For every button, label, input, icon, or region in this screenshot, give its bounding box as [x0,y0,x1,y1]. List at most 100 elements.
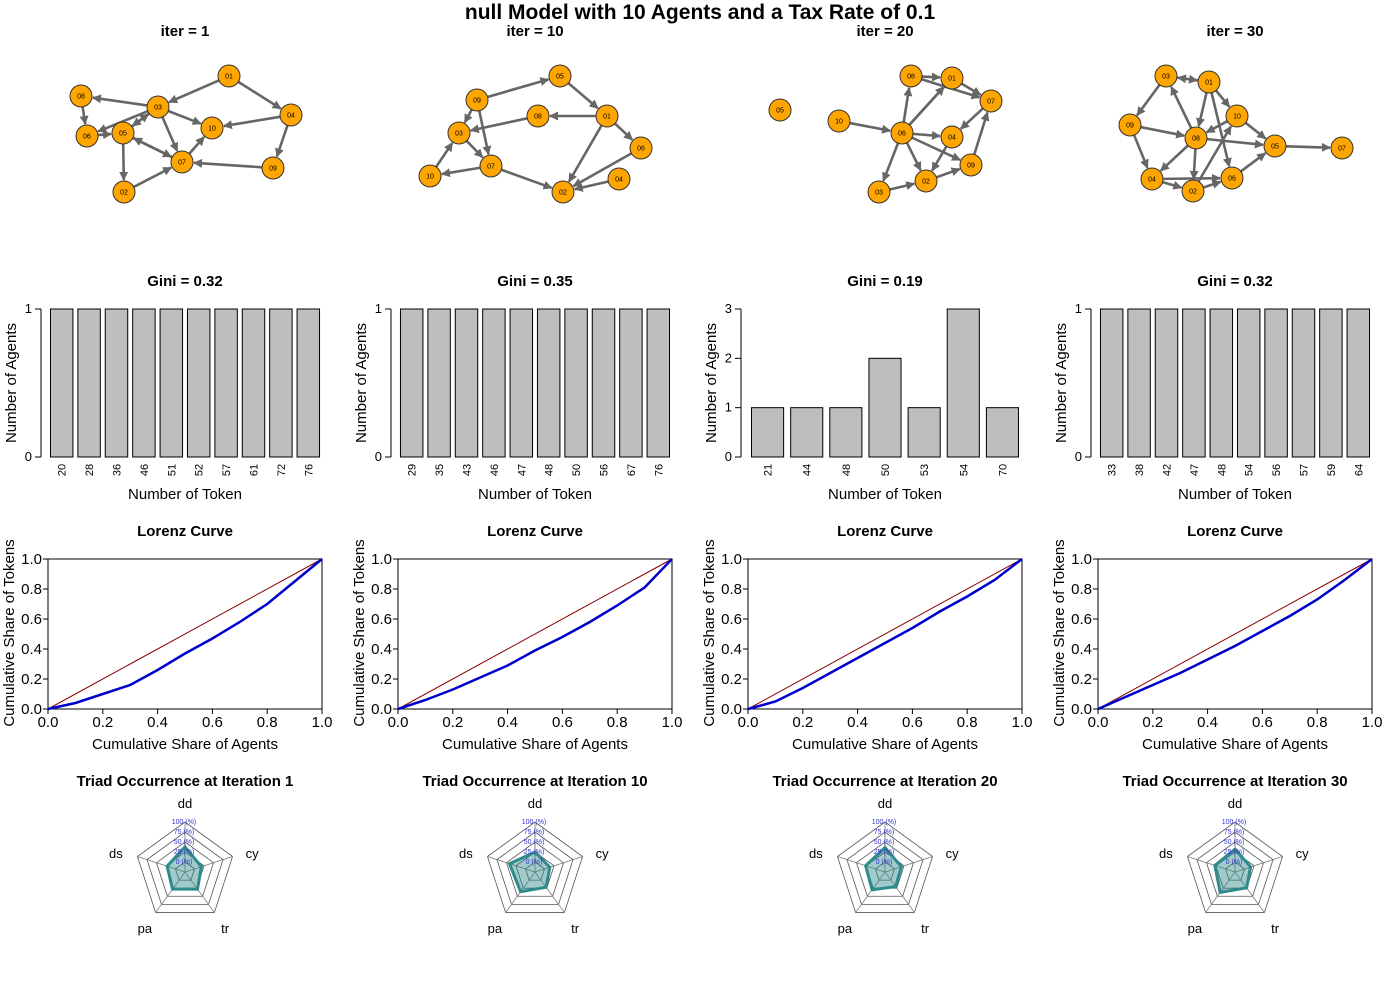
network-node-label: 02 [559,190,567,197]
network-node-label: 03 [154,105,162,112]
network-node [595,104,619,128]
bar [536,308,561,458]
y-axis-label: Cumulative Share of Tokens [1,539,18,726]
y-tick-label: 0.0 [1071,701,1092,718]
network-node-label: 09 [1126,123,1134,130]
y-tick-label: 1 [375,301,382,316]
network-node [899,64,923,88]
network-node-label: 05 [119,131,127,138]
y-tick-label: 0.8 [721,581,742,598]
bar [646,308,671,458]
y-tick-label: 0.4 [371,641,392,658]
network-node-label: 07 [1338,146,1346,153]
y-tick-label: 0.6 [1071,611,1092,628]
bar-title: Gini = 0.32 [1197,273,1272,290]
x-tick-label: 1.0 [662,714,683,731]
network-title: iter = 10 [506,23,563,40]
network-edge [440,166,481,178]
network-node-label: 05 [1271,144,1279,151]
bar-category-label: 33 [1107,464,1119,476]
radar-ring [505,841,565,897]
bar-category-label: 29 [407,464,419,476]
lorenz-curve [397,558,673,711]
network-node [170,150,194,174]
network-node [465,88,489,112]
network-node-label: 10 [208,126,216,133]
network-node [629,136,653,160]
radar-axis-label: tr [571,921,580,936]
x-axis-label: Cumulative Share of Agents [792,736,978,753]
network-node [959,153,983,177]
y-tick-label: 1 [725,400,732,415]
y-tick-label: 0.8 [1071,581,1092,598]
network-edge [905,142,922,172]
radar-chart: 0 (%) 25 (%) 50 (%) 75 (%) 100 (%) dd cy tr pa ds [809,796,959,936]
bar [1291,308,1316,458]
network-node-label: 07 [178,160,186,167]
bar [619,308,643,458]
radar-ring-label: 0 (%) [1226,859,1243,866]
network-edge [572,152,633,188]
radar-axis-label: tr [221,921,230,936]
network-edge [882,142,900,182]
y-tick-label: 0.2 [721,671,742,688]
x-tick-label: 0.0 [1088,714,1109,731]
radar-spoke [1234,871,1265,913]
bar [1127,308,1151,458]
radar-ring-label: 0 (%) [526,859,543,866]
y-tick-label: 0.4 [721,641,742,658]
bar [1099,308,1124,458]
radar-ring-label: 25 (%) [1224,849,1245,856]
network-edge [1189,148,1199,180]
network-edge [132,137,173,159]
network-edge [1176,74,1199,84]
bar [77,308,101,458]
radar-ring [136,821,234,913]
network-node [479,154,503,178]
network-edge [567,82,599,110]
radar-ring [1196,831,1274,905]
radar-spoke [184,856,233,873]
network-edge [1196,92,1208,128]
equality-line [397,558,673,710]
radar-axis-label: cy [246,846,260,861]
lorenz-title: Lorenz Curve [137,523,233,540]
network-edge [91,94,148,107]
network-node [827,109,851,133]
network-graph: 01 02 03 04 05 06 07 08 09 10 [768,64,1003,204]
radar-spoke [184,871,215,913]
bar [591,308,616,458]
y-tick-label: 0.8 [371,581,392,598]
radar-axis-label: ds [1159,846,1173,861]
plot-frame [47,558,323,710]
network-edge [500,168,553,190]
x-axis-label: Cumulative Share of Agents [1142,736,1328,753]
network-graph: 01 02 03 04 05 06 07 08 09 10 [418,64,653,204]
bar [132,308,156,458]
network-node [1330,136,1354,160]
radar-ring [836,821,934,913]
network-edge [614,122,634,141]
radar-chart: 0 (%) 25 (%) 50 (%) 75 (%) 100 (%) dd cy tr pa ds [1159,796,1309,936]
x-tick-label: 0.4 [497,714,518,731]
network-edge [921,72,941,82]
network-edge [133,166,173,189]
network-node-label: 02 [120,190,128,197]
x-tick-label: 0.4 [1197,714,1218,731]
network-edge [912,130,941,140]
radar-axis-label: pa [838,921,853,936]
radar-axis-label: dd [878,796,892,811]
radar-ring [496,831,574,905]
bar [985,407,1019,458]
y-tick-label: 1.0 [371,551,392,568]
equality-line [1097,558,1373,710]
network-node-label: 01 [603,114,611,121]
network-edge [908,86,945,126]
radar-ring-label: 100 (%) [522,819,547,826]
radar-ring-label: 25 (%) [524,849,545,856]
network-node-label: 04 [1148,177,1156,184]
network-edge [1240,152,1267,173]
bar [564,308,588,458]
radar-ring-label: 50 (%) [1224,839,1245,846]
y-tick-label: 0.8 [21,581,42,598]
